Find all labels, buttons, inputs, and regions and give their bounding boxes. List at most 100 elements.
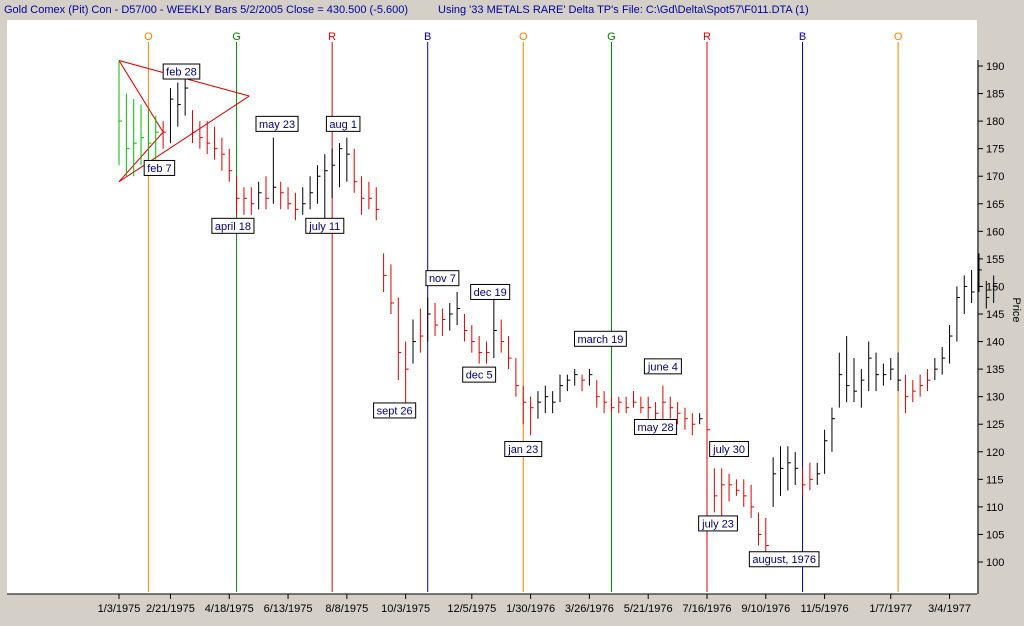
ohlc-bar [890, 358, 894, 381]
ohlc-bar [581, 374, 586, 392]
ohlc-bar [140, 104, 145, 166]
annotation: dec 19 [470, 283, 511, 300]
ohlc-bar [559, 374, 563, 403]
annotation: march 19 [573, 330, 627, 347]
ohlc-bar [566, 374, 571, 392]
ohlc-bar [993, 275, 997, 303]
ohlc-bar [713, 468, 718, 513]
ohlc-bar [405, 341, 409, 408]
ohlc-bar [272, 137, 277, 204]
x-tick-label: 1/30/1976 [506, 603, 555, 615]
date-annotations: feb 28 feb 7 may 23 aug 1 april 18 july 11 nov… [143, 63, 820, 568]
ohlc-bar [214, 126, 218, 160]
y-tick-label: 125 [986, 419, 1004, 431]
ohlc-bar [831, 407, 835, 452]
ohlc-bar [963, 275, 968, 314]
annotation-box [470, 283, 511, 300]
ohlc-bar [596, 380, 600, 408]
symbol-title: Gold Comex (Pit) Con - D57/00 - WEEKLY B… [4, 4, 409, 16]
y-tick-label: 150 [986, 281, 1004, 293]
annotation-label: jan 23 [507, 444, 538, 456]
ohlc-bar [633, 391, 637, 408]
x-tick-label: 2/21/1975 [146, 603, 195, 615]
ohlc-bar [677, 402, 681, 425]
ohlc-bar [647, 396, 652, 419]
annotation: july 30 [709, 441, 749, 458]
annotation-label: nov 7 [429, 273, 456, 285]
ohlc-bar [125, 93, 130, 177]
ohlc-bar [897, 352, 902, 392]
file-title: File: C:\Gd\Delta\Spot57\F011.DTA (1) [622, 4, 809, 16]
y-tick-label: 185 [986, 89, 1004, 101]
annotation-label: dec 19 [474, 287, 507, 299]
ohlc-bar [985, 280, 990, 309]
ohlc-bar [978, 253, 982, 292]
ohlc-bar [339, 143, 343, 188]
y-tick-label: 115 [986, 474, 1004, 486]
ohlc-bar [508, 336, 512, 370]
annotation: sept 26 [373, 402, 417, 419]
annotation-box [211, 217, 255, 234]
triangle-lower-line [118, 95, 250, 183]
ohlc-bar [662, 385, 666, 419]
ohlc-bar [691, 413, 696, 436]
annotation-label: sept 26 [377, 405, 413, 417]
ohlc-bar [588, 369, 593, 386]
ohlc-bar [530, 396, 534, 436]
ohlc-bar [882, 363, 887, 386]
ohlc-bar [610, 396, 615, 414]
annotation: june 4 [643, 358, 682, 375]
annotation-label: feb 28 [166, 67, 197, 79]
ohlc-bar [750, 484, 755, 518]
y-tick-label: 145 [986, 309, 1004, 321]
ohlc-bar [383, 253, 387, 292]
annotation-box [162, 63, 201, 80]
y-axis-ticks: 100 105 110 115 120 125 130 135 140 145 150 155 160 1… [978, 61, 1004, 569]
y-tick-label: 180 [986, 116, 1004, 128]
ohlc-bar [824, 429, 828, 474]
ohlc-bar [853, 358, 857, 403]
chart-header: Gold Comex (Pit) Con - D57/00 - WEEKLY B… [0, 0, 1024, 20]
ohlc-bar [155, 115, 159, 160]
ohlc-bar [471, 325, 475, 353]
ohlc-bar [118, 60, 122, 166]
ohlc-bar [309, 176, 314, 210]
annotation: jan 23 [504, 441, 543, 458]
ohlc-bar [228, 148, 233, 182]
x-tick-label: 5/21/1976 [624, 603, 673, 615]
ohlc-bar [669, 396, 674, 419]
turning-letter-R: R [703, 31, 711, 43]
ohlc-bar [956, 286, 960, 342]
ohlc-bar [552, 391, 556, 414]
annotation-box [504, 441, 543, 458]
ohlc-bars [118, 60, 997, 557]
annotation-label: august, 1976 [752, 554, 816, 566]
ohlc-bar [625, 396, 630, 414]
ohlc-bar [868, 341, 872, 392]
annotation-label: june 4 [647, 361, 678, 373]
annotation: may 23 [255, 115, 299, 132]
ohlc-bar [721, 468, 725, 524]
ohlc-bar [390, 264, 394, 314]
ohlc-bar [802, 468, 806, 496]
ohlc-bar [236, 176, 240, 215]
ohlc-bar [316, 165, 321, 204]
y-tick-label: 165 [986, 199, 1004, 211]
ohlc-bar [449, 302, 453, 331]
ohlc-bar [258, 181, 262, 210]
ohlc-bar [463, 314, 468, 342]
ohlc-bar [522, 385, 527, 425]
ohlc-bar [640, 396, 644, 414]
x-tick-label: 1/7/1977 [869, 603, 912, 615]
ohlc-bar [838, 352, 843, 408]
annotation-box [643, 358, 682, 375]
x-tick-label: 12/5/1975 [447, 603, 496, 615]
ohlc-bar [515, 358, 519, 397]
y-tick-label: 140 [986, 337, 1004, 349]
y-tick-label: 135 [986, 364, 1004, 376]
y-tick-label: 130 [986, 392, 1004, 404]
ohlc-bar [728, 473, 733, 502]
y-tick-label: 155 [986, 254, 1004, 266]
y-tick-label: 175 [986, 144, 1004, 156]
